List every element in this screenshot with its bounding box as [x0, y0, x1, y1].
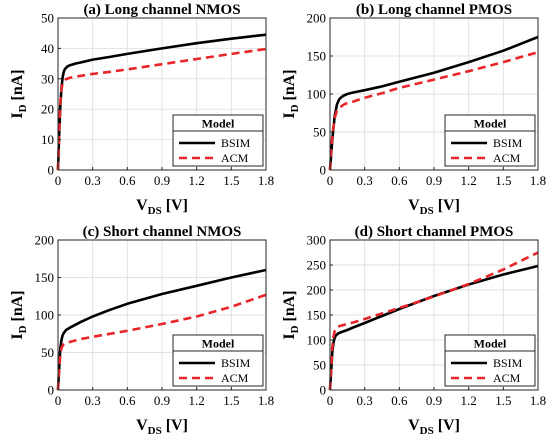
x-tick-label: 0.9	[154, 393, 170, 408]
x-tick-label: 0	[55, 173, 62, 188]
series-line-acm	[56, 293, 267, 391]
y-tick-label: 0	[320, 383, 327, 398]
y-tick-label: 100	[35, 308, 55, 323]
x-tick-label: 0.3	[85, 393, 101, 408]
y-tick-label: 30	[41, 71, 54, 86]
legend-label-acm: ACM	[493, 151, 521, 165]
x-tick-label: 1.8	[530, 393, 546, 408]
series-line-bsim	[56, 268, 267, 391]
x-tick-label: 1.8	[530, 173, 546, 188]
series-line-acm	[56, 47, 267, 171]
x-tick-label: 0.9	[154, 173, 170, 188]
x-tick-label: 1.5	[223, 393, 239, 408]
chart-title: (a) Long channel NMOS	[83, 2, 240, 18]
x-axis-label: VDS [V]	[408, 197, 460, 217]
chart-panel-1: 0 0.3 0.6 0.9 1.2 1.5 1.8 0 10 20 30 40 50 (a) Long c…	[9, 2, 274, 217]
y-axis-label: ID [nA]	[9, 290, 29, 339]
x-tick-label: 1.2	[189, 173, 205, 188]
x-tick-label: 0.6	[119, 173, 136, 188]
x-tick-label: 1.5	[223, 173, 239, 188]
y-tick-label: 200	[35, 233, 55, 248]
legend-box	[172, 114, 264, 167]
x-tick-label: 0	[55, 393, 62, 408]
legend-title: Model	[474, 117, 507, 131]
series-line-acm	[328, 50, 539, 171]
legend-box	[444, 114, 536, 167]
y-tick-label: 50	[313, 358, 326, 373]
x-tick-label: 1.5	[495, 393, 511, 408]
legend-title: Model	[202, 337, 235, 351]
x-axis-label: VDS [V]	[408, 417, 460, 437]
x-tick-label: 0.3	[357, 173, 373, 188]
y-tick-label: 0	[48, 163, 55, 178]
y-tick-label: 0	[48, 383, 55, 398]
y-axis-label: ID [nA]	[281, 290, 301, 339]
y-tick-label: 200	[307, 283, 327, 298]
y-tick-label: 40	[41, 41, 54, 56]
chart-panel-3: 0 0.3 0.6 0.9 1.2 1.5 1.8 0 50 100 150 200 (c) Short…	[9, 224, 274, 437]
y-tick-label: 100	[307, 87, 327, 102]
x-tick-label: 0	[327, 173, 334, 188]
chart-title: (b) Long channel PMOS	[356, 2, 512, 18]
y-tick-label: 150	[307, 49, 327, 64]
legend-box	[444, 334, 536, 387]
chart-title: (c) Short channel NMOS	[83, 224, 242, 240]
x-tick-label: 1.2	[461, 173, 477, 188]
legend-title: Model	[474, 337, 507, 351]
y-tick-label: 50	[313, 125, 326, 140]
legend-label-acm: ACM	[221, 151, 249, 165]
x-tick-label: 0.9	[426, 173, 442, 188]
y-tick-label: 100	[307, 333, 327, 348]
y-tick-label: 50	[41, 345, 54, 360]
x-tick-label: 0.6	[391, 393, 408, 408]
x-axis-label: VDS [V]	[136, 197, 188, 217]
y-tick-label: 10	[41, 132, 54, 147]
legend-label-acm: ACM	[493, 371, 521, 385]
x-tick-label: 1.5	[495, 173, 511, 188]
legend-label-bsim: BSIM	[493, 356, 523, 370]
y-tick-label: 150	[307, 308, 327, 323]
x-tick-label: 1.8	[258, 393, 274, 408]
y-tick-label: 20	[41, 102, 54, 117]
y-tick-label: 250	[307, 258, 327, 273]
x-tick-label: 0.6	[391, 173, 408, 188]
x-tick-label: 1.8	[258, 173, 274, 188]
x-tick-label: 0.3	[85, 173, 101, 188]
x-tick-label: 0.9	[426, 393, 442, 408]
y-tick-label: 0	[320, 163, 327, 178]
legend-label-bsim: BSIM	[493, 136, 523, 150]
legend-label-bsim: BSIM	[221, 136, 251, 150]
chart-panel-4: 0 0.3 0.6 0.9 1.2 1.5 1.8 0 50 100 150 200 250 300 (d)…	[281, 224, 546, 437]
x-tick-label: 0.6	[119, 393, 136, 408]
y-tick-label: 300	[307, 233, 327, 248]
legend-label-acm: ACM	[221, 371, 249, 385]
legend-label-bsim: BSIM	[221, 356, 251, 370]
y-tick-label: 150	[35, 270, 55, 285]
x-tick-label: 0	[327, 393, 334, 408]
x-tick-label: 0.3	[357, 393, 373, 408]
y-axis-label: ID [nA]	[281, 69, 301, 118]
x-axis-label: VDS [V]	[136, 417, 188, 437]
y-tick-label: 50	[41, 11, 54, 26]
x-tick-label: 1.2	[461, 393, 477, 408]
y-axis-label: ID [nA]	[9, 69, 29, 118]
x-tick-label: 1.2	[189, 393, 205, 408]
y-tick-label: 200	[307, 11, 327, 26]
chart-title: (d) Short channel PMOS	[355, 224, 514, 240]
chart-panel-2: 0 0.3 0.6 0.9 1.2 1.5 1.8 0 50 100 150 200 (b) Long …	[281, 2, 546, 217]
legend-title: Model	[202, 117, 235, 131]
legend-box	[172, 334, 264, 387]
